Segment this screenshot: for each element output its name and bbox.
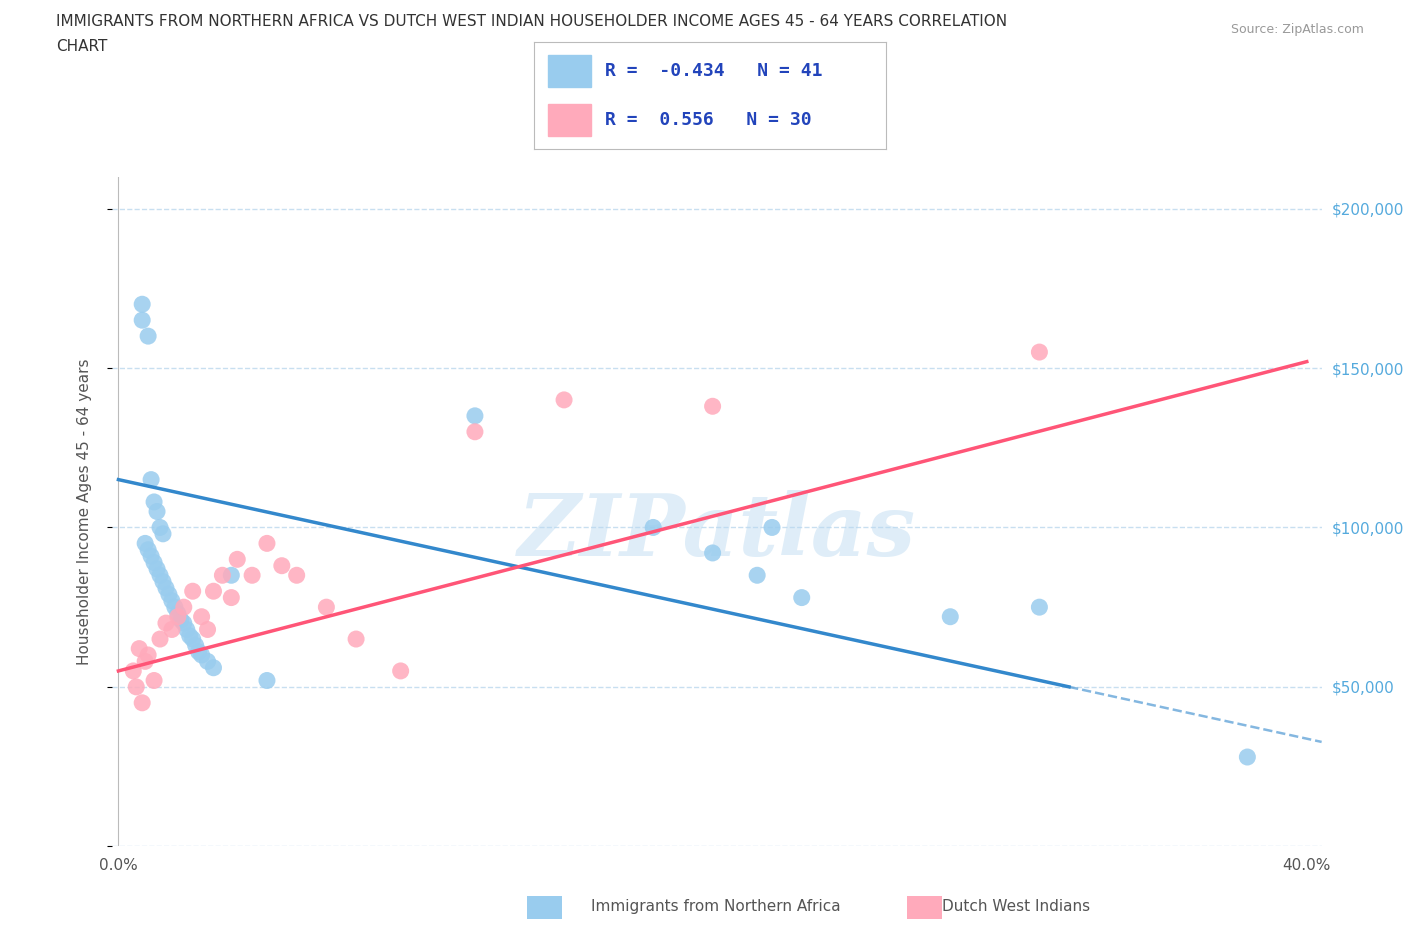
Text: R =  -0.434   N = 41: R = -0.434 N = 41 bbox=[605, 61, 823, 80]
Point bbox=[131, 297, 153, 312]
Point bbox=[128, 641, 150, 656]
Bar bbox=[548, 104, 591, 136]
Point bbox=[181, 584, 204, 599]
Point bbox=[221, 591, 243, 605]
Point bbox=[226, 551, 249, 566]
Point bbox=[134, 654, 156, 669]
Point bbox=[176, 622, 198, 637]
Point bbox=[170, 613, 193, 628]
Point bbox=[131, 696, 153, 711]
Point bbox=[285, 568, 308, 583]
Point bbox=[197, 654, 219, 669]
Point bbox=[702, 399, 724, 414]
Text: Source: ZipAtlas.com: Source: ZipAtlas.com bbox=[1230, 23, 1364, 36]
Point bbox=[136, 647, 159, 662]
Point bbox=[146, 562, 169, 577]
Point bbox=[240, 568, 263, 583]
Point bbox=[136, 542, 159, 557]
Point bbox=[146, 504, 169, 519]
Point bbox=[761, 520, 783, 535]
Point bbox=[149, 631, 172, 646]
Point bbox=[152, 526, 174, 541]
Text: Immigrants from Northern Africa: Immigrants from Northern Africa bbox=[591, 899, 841, 914]
Point bbox=[202, 660, 225, 675]
Point bbox=[173, 616, 195, 631]
Point bbox=[155, 616, 177, 631]
Point bbox=[136, 328, 159, 343]
Point bbox=[190, 609, 212, 624]
Text: CHART: CHART bbox=[56, 39, 108, 54]
Y-axis label: Householder Income Ages 45 - 64 years: Householder Income Ages 45 - 64 years bbox=[77, 358, 91, 665]
Point bbox=[125, 680, 148, 695]
Point bbox=[1028, 345, 1050, 360]
Point bbox=[139, 549, 162, 564]
Text: ZIPatlas: ZIPatlas bbox=[517, 490, 917, 573]
Point bbox=[166, 606, 188, 621]
Point bbox=[221, 568, 243, 583]
Text: IMMIGRANTS FROM NORTHERN AFRICA VS DUTCH WEST INDIAN HOUSEHOLDER INCOME AGES 45 : IMMIGRANTS FROM NORTHERN AFRICA VS DUTCH… bbox=[56, 14, 1007, 29]
Bar bbox=[548, 55, 591, 86]
Point bbox=[155, 580, 177, 595]
Point bbox=[1028, 600, 1050, 615]
Point bbox=[553, 392, 575, 407]
Point bbox=[181, 631, 204, 646]
Point bbox=[160, 622, 183, 637]
Point bbox=[702, 546, 724, 561]
Point bbox=[149, 568, 172, 583]
Point bbox=[202, 584, 225, 599]
Point bbox=[389, 663, 412, 678]
Point bbox=[939, 609, 962, 624]
Point bbox=[344, 631, 367, 646]
Point bbox=[143, 673, 166, 688]
Point bbox=[179, 629, 201, 644]
Point bbox=[747, 568, 769, 583]
Point bbox=[166, 609, 188, 624]
Point bbox=[197, 622, 219, 637]
Point bbox=[149, 520, 172, 535]
Point bbox=[790, 591, 813, 605]
Point bbox=[184, 638, 207, 653]
Point bbox=[1236, 750, 1258, 764]
Point bbox=[163, 600, 186, 615]
Point bbox=[157, 587, 180, 602]
Point bbox=[139, 472, 162, 487]
Point bbox=[143, 495, 166, 510]
Point bbox=[211, 568, 233, 583]
Point bbox=[315, 600, 337, 615]
Point bbox=[152, 574, 174, 589]
Point bbox=[190, 647, 212, 662]
Point bbox=[187, 644, 209, 659]
Text: Dutch West Indians: Dutch West Indians bbox=[942, 899, 1090, 914]
Point bbox=[270, 558, 292, 573]
Text: R =  0.556   N = 30: R = 0.556 N = 30 bbox=[605, 111, 811, 129]
Point bbox=[134, 536, 156, 551]
Point bbox=[256, 536, 278, 551]
Point bbox=[464, 408, 486, 423]
Point bbox=[143, 555, 166, 570]
Point bbox=[643, 520, 665, 535]
Point bbox=[173, 600, 195, 615]
Point bbox=[122, 663, 145, 678]
Point bbox=[131, 312, 153, 327]
Point bbox=[256, 673, 278, 688]
Point bbox=[160, 593, 183, 608]
Point bbox=[464, 424, 486, 439]
